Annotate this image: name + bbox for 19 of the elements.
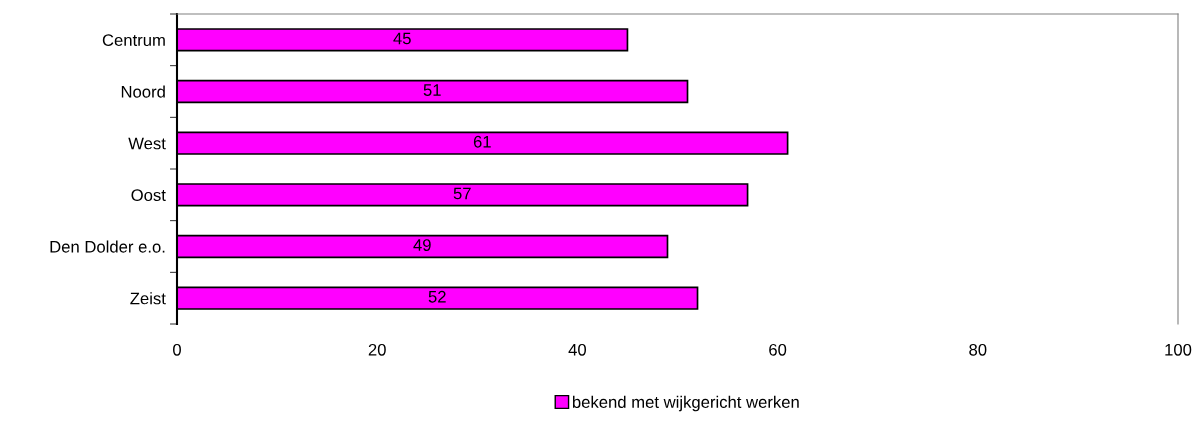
y-tick-label: Centrum [102,34,165,47]
x-tick-label: 20 [368,343,386,356]
data-label: 61 [473,135,491,148]
data-label: 57 [453,187,471,200]
y-tick-label: Zeist [130,292,166,305]
y-tick-label: Oost [131,189,166,202]
x-tick-label: 60 [769,343,787,356]
data-label: 52 [428,290,446,303]
x-tick-label: 100 [1165,343,1192,356]
data-label: 49 [413,239,431,251]
data-label: 45 [393,32,411,45]
y-tick-label: West [128,137,166,150]
x-tick-label: 40 [568,343,587,356]
y-tick-label: Noord [121,85,165,98]
legend-label: bekend met wijkgericht werken [572,395,799,412]
y-tick-label: Den Dolder e.o. [50,240,165,253]
data-label: 51 [423,84,441,96]
x-tick-label: 80 [969,343,987,356]
x-tick-label: 0 [173,343,181,356]
